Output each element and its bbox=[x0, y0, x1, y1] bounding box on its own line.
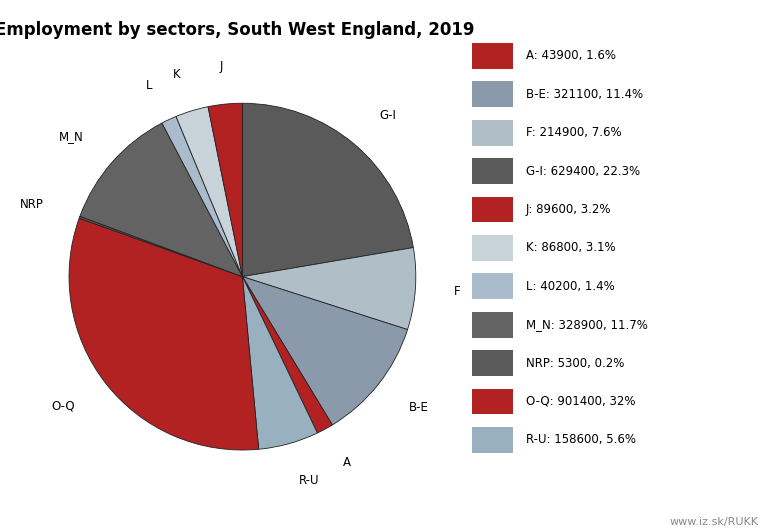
Wedge shape bbox=[162, 117, 242, 277]
Text: R-U: 158600, 5.6%: R-U: 158600, 5.6% bbox=[526, 434, 636, 446]
Wedge shape bbox=[242, 103, 414, 277]
Text: A: A bbox=[343, 456, 351, 469]
Text: B-E: 321100, 11.4%: B-E: 321100, 11.4% bbox=[526, 88, 643, 101]
Text: J: J bbox=[220, 60, 223, 73]
Text: O-Q: 901400, 32%: O-Q: 901400, 32% bbox=[526, 395, 635, 408]
Wedge shape bbox=[242, 247, 416, 330]
Text: R-U: R-U bbox=[299, 474, 320, 487]
Text: K: 86800, 3.1%: K: 86800, 3.1% bbox=[526, 242, 615, 254]
FancyBboxPatch shape bbox=[472, 273, 513, 299]
Wedge shape bbox=[242, 277, 407, 425]
FancyBboxPatch shape bbox=[472, 81, 513, 107]
Wedge shape bbox=[79, 217, 242, 277]
Wedge shape bbox=[69, 218, 259, 450]
FancyBboxPatch shape bbox=[472, 197, 513, 222]
Text: www.iz.sk/RUKK: www.iz.sk/RUKK bbox=[669, 517, 759, 527]
Text: NRP: NRP bbox=[20, 198, 44, 211]
Text: M_N: 328900, 11.7%: M_N: 328900, 11.7% bbox=[526, 318, 647, 331]
Text: L: L bbox=[146, 79, 152, 92]
FancyBboxPatch shape bbox=[472, 350, 513, 376]
Text: J: 89600, 3.2%: J: 89600, 3.2% bbox=[526, 203, 611, 216]
Text: A: 43900, 1.6%: A: 43900, 1.6% bbox=[526, 49, 615, 62]
Wedge shape bbox=[208, 103, 242, 277]
Text: O-Q: O-Q bbox=[52, 400, 75, 413]
FancyBboxPatch shape bbox=[472, 388, 513, 414]
Text: B-E: B-E bbox=[408, 401, 429, 414]
FancyBboxPatch shape bbox=[472, 120, 513, 146]
Text: NRP: 5300, 0.2%: NRP: 5300, 0.2% bbox=[526, 356, 624, 370]
Text: M_N: M_N bbox=[59, 130, 84, 143]
FancyBboxPatch shape bbox=[472, 235, 513, 261]
Text: F: 214900, 7.6%: F: 214900, 7.6% bbox=[526, 126, 621, 139]
FancyBboxPatch shape bbox=[472, 427, 513, 453]
Wedge shape bbox=[242, 277, 317, 449]
Text: L: 40200, 1.4%: L: 40200, 1.4% bbox=[526, 280, 614, 293]
Text: F: F bbox=[454, 285, 460, 298]
Text: Employment by sectors, South West England, 2019: Employment by sectors, South West Englan… bbox=[0, 21, 475, 39]
FancyBboxPatch shape bbox=[472, 43, 513, 69]
Wedge shape bbox=[80, 123, 242, 277]
FancyBboxPatch shape bbox=[472, 158, 513, 184]
FancyBboxPatch shape bbox=[472, 312, 513, 338]
Wedge shape bbox=[242, 277, 332, 433]
Text: G-I: 629400, 22.3%: G-I: 629400, 22.3% bbox=[526, 164, 640, 178]
Text: G-I: G-I bbox=[379, 109, 396, 121]
Text: K: K bbox=[173, 68, 181, 81]
Wedge shape bbox=[176, 107, 242, 277]
